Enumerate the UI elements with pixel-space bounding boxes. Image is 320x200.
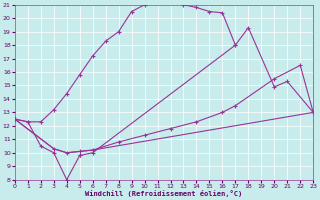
X-axis label: Windchill (Refroidissement éolien,°C): Windchill (Refroidissement éolien,°C) (85, 190, 243, 197)
